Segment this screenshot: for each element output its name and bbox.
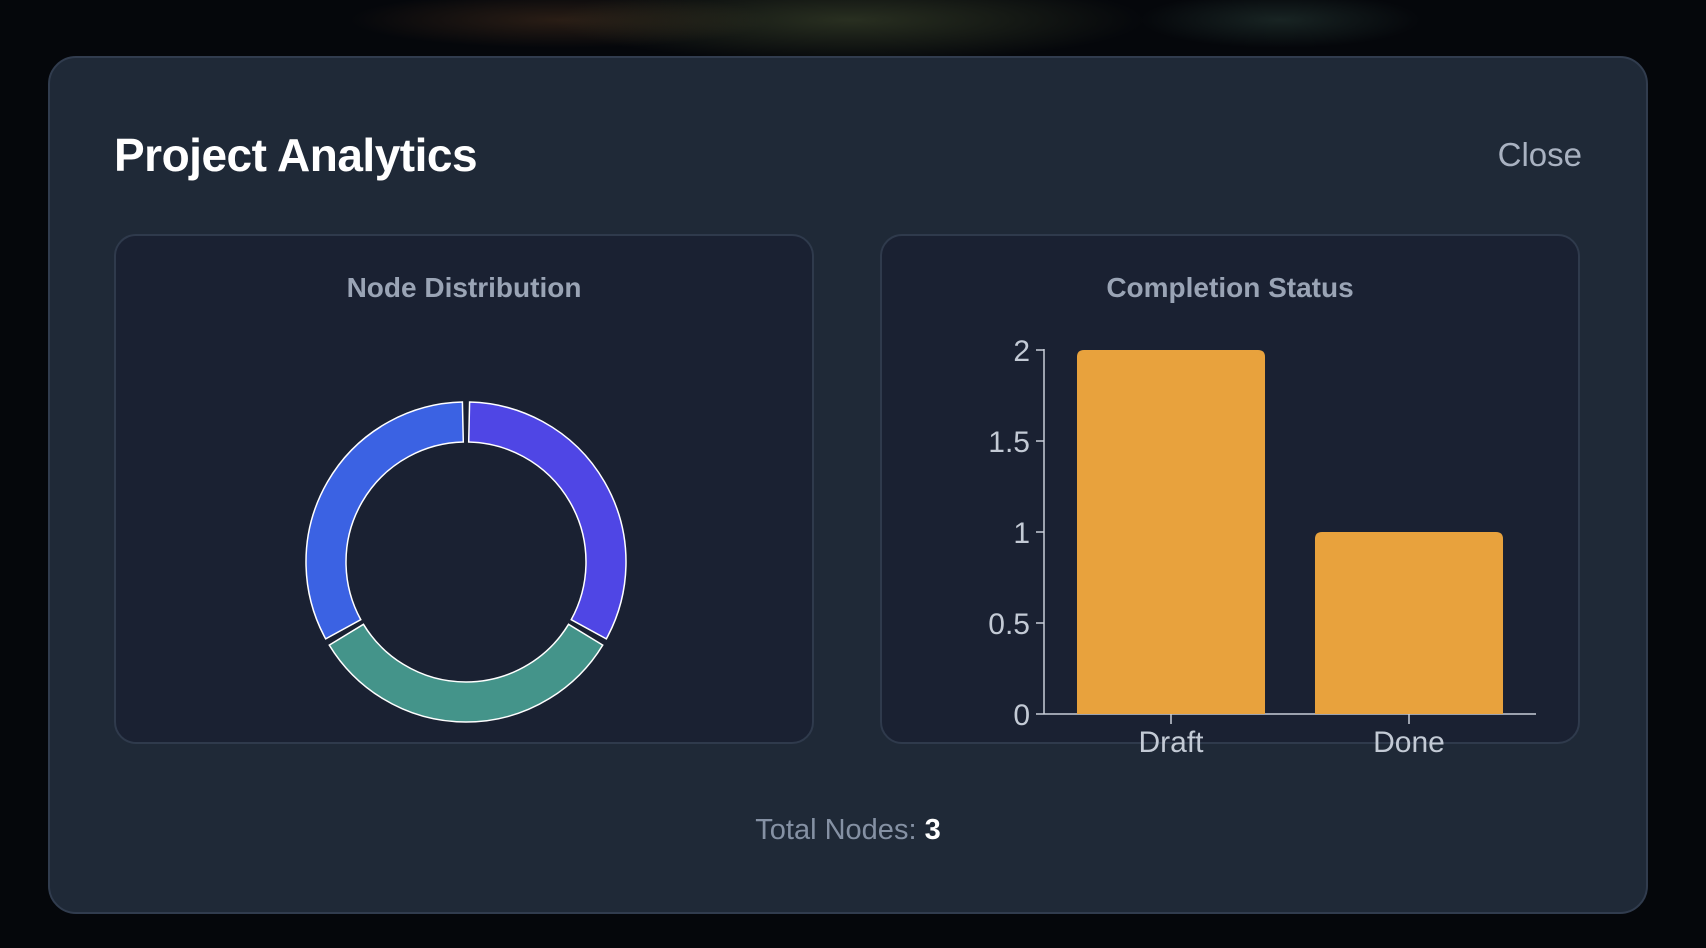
donut-slice-1[interactable] [467,401,627,640]
bar-done[interactable] [1314,532,1504,714]
node-distribution-title: Node Distribution [346,272,582,303]
y-tick-label: 1.5 [988,426,1030,459]
donut-slice-3[interactable] [305,401,465,640]
completion-status-title: Completion Status [1106,272,1354,303]
bar-draft[interactable] [1076,350,1266,714]
close-button[interactable]: Close [1497,136,1582,173]
y-tick-label: 2 [1013,335,1030,368]
y-tick-label: 0 [1013,699,1030,732]
x-tick-label: Done [1373,726,1445,759]
total-nodes: Total Nodes: 3 [50,814,1646,847]
y-tick-label: 1 [1013,517,1030,550]
completion-status-card: Completion Status 0 0.5 1 1.5 2 Draft Done [880,234,1580,759]
node-distribution-card: Node Distribution [114,234,814,744]
completion-status-chart: 0 0.5 1 1.5 2 Draft Done [988,335,1536,759]
node-distribution-chart [305,401,627,723]
modal-title: Project Analytics [114,129,478,181]
total-nodes-value: 3 [924,814,941,846]
total-nodes-label: Total Nodes: [755,814,917,846]
analytics-modal: Project Analytics Close Node Distributio… [48,56,1648,914]
x-tick-label: Draft [1138,726,1204,759]
donut-slice-2[interactable] [328,623,604,723]
y-tick-label: 0.5 [988,608,1030,641]
